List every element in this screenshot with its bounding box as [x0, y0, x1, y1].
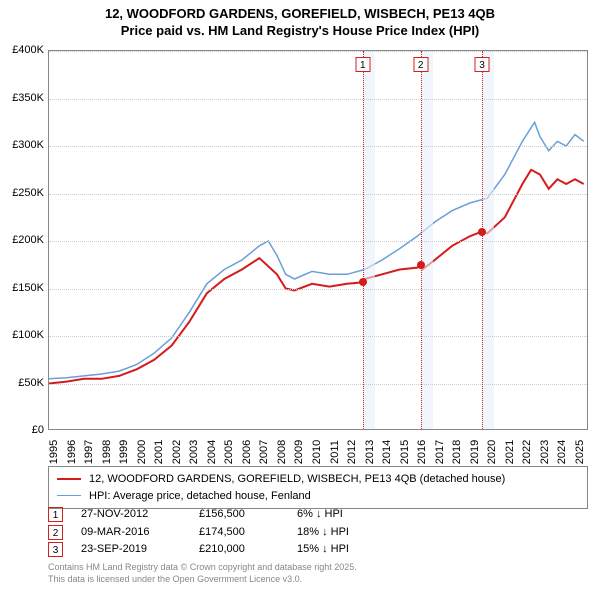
legend-swatch [57, 478, 81, 480]
x-tick-label: 2014 [381, 440, 393, 464]
datapoint-badge: 2 [48, 525, 63, 540]
y-tick-label: £200K [0, 234, 44, 246]
datapoint-price: £156,500 [199, 506, 279, 524]
datapoint-row: 3 23-SEP-2019 £210,000 15% ↓ HPI [48, 541, 588, 559]
datapoint-price: £174,500 [199, 524, 279, 542]
event-badge: 1 [355, 57, 370, 72]
x-tick-label: 2010 [311, 440, 323, 464]
y-tick-label: £300K [0, 139, 44, 151]
x-tick-label: 2003 [188, 440, 200, 464]
shaded-period [482, 51, 494, 429]
y-tick-label: £400K [0, 44, 44, 56]
datapoint-date: 27-NOV-2012 [81, 506, 181, 524]
x-tick-label: 2011 [329, 440, 341, 464]
y-tick-label: £150K [0, 282, 44, 294]
x-tick-label: 2023 [539, 440, 551, 464]
event-badge: 2 [413, 57, 428, 72]
legend-row: HPI: Average price, detached house, Fenl… [57, 488, 579, 505]
event-line [421, 51, 422, 429]
x-tick-label: 1998 [101, 440, 113, 464]
x-tick-label: 2017 [434, 440, 446, 464]
x-tick-label: 2019 [469, 440, 481, 464]
datapoint-row: 1 27-NOV-2012 £156,500 6% ↓ HPI [48, 506, 588, 524]
datapoint-badge: 3 [48, 542, 63, 557]
price-marker [478, 228, 486, 236]
gridline [49, 241, 587, 242]
x-tick-label: 1997 [83, 440, 95, 464]
shaded-period [421, 51, 433, 429]
chart-container: 12, WOODFORD GARDENS, GOREFIELD, WISBECH… [0, 0, 600, 590]
legend-label: HPI: Average price, detached house, Fenl… [89, 488, 311, 505]
footer-line: Contains HM Land Registry data © Crown c… [48, 562, 588, 574]
gridline [49, 51, 587, 52]
plot-area: 1 2 3 [48, 50, 588, 430]
datapoint-date: 23-SEP-2019 [81, 541, 181, 559]
x-tick-label: 2002 [171, 440, 183, 464]
x-tick-label: 1999 [118, 440, 130, 464]
footer-line: This data is licensed under the Open Gov… [48, 574, 588, 586]
title-address: 12, WOODFORD GARDENS, GOREFIELD, WISBECH… [10, 6, 590, 23]
gridline [49, 289, 587, 290]
x-tick-label: 2016 [416, 440, 428, 464]
price-marker [417, 261, 425, 269]
gridline [49, 336, 587, 337]
gridline [49, 146, 587, 147]
x-tick-label: 2004 [206, 440, 218, 464]
price-marker [359, 278, 367, 286]
footer: Contains HM Land Registry data © Crown c… [48, 562, 588, 585]
y-tick-label: £50K [0, 377, 44, 389]
datapoint-price: £210,000 [199, 541, 279, 559]
legend-swatch [57, 495, 81, 496]
x-tick-label: 2008 [276, 440, 288, 464]
legend-row: 12, WOODFORD GARDENS, GOREFIELD, WISBECH… [57, 471, 579, 488]
y-tick-label: £250K [0, 187, 44, 199]
x-tick-label: 2013 [364, 440, 376, 464]
event-badge: 3 [475, 57, 490, 72]
datapoint-badge: 1 [48, 507, 63, 522]
datapoint-row: 2 09-MAR-2016 £174,500 18% ↓ HPI [48, 524, 588, 542]
title-subtitle: Price paid vs. HM Land Registry's House … [10, 23, 590, 40]
x-tick-label: 2020 [486, 440, 498, 464]
event-line [363, 51, 364, 429]
gridline [49, 194, 587, 195]
y-tick-label: £350K [0, 92, 44, 104]
x-tick-label: 2024 [556, 440, 568, 464]
x-tick-label: 2000 [136, 440, 148, 464]
y-tick-label: £0 [0, 424, 44, 436]
datapoint-hpi: 6% ↓ HPI [297, 506, 377, 524]
x-tick-label: 2006 [241, 440, 253, 464]
x-tick-label: 2005 [223, 440, 235, 464]
legend: 12, WOODFORD GARDENS, GOREFIELD, WISBECH… [48, 466, 588, 509]
chart-area: 123 £0£50K£100K£150K£200K£250K£300K£350K… [48, 50, 588, 430]
event-line [482, 51, 483, 429]
datapoint-hpi: 18% ↓ HPI [297, 524, 377, 542]
shaded-period [363, 51, 375, 429]
x-tick-label: 2025 [574, 440, 586, 464]
series-line-price_paid [49, 170, 584, 384]
x-tick-label: 2009 [293, 440, 305, 464]
x-tick-label: 1996 [66, 440, 78, 464]
series-line-hpi [49, 122, 584, 379]
x-tick-label: 2021 [504, 440, 516, 464]
title-block: 12, WOODFORD GARDENS, GOREFIELD, WISBECH… [0, 0, 600, 42]
gridline [49, 384, 587, 385]
datapoint-hpi: 15% ↓ HPI [297, 541, 377, 559]
x-tick-label: 2015 [399, 440, 411, 464]
x-tick-label: 2022 [521, 440, 533, 464]
datapoint-date: 09-MAR-2016 [81, 524, 181, 542]
x-tick-label: 2018 [451, 440, 463, 464]
y-tick-label: £100K [0, 329, 44, 341]
x-tick-label: 2007 [258, 440, 270, 464]
x-tick-label: 1995 [48, 440, 60, 464]
datapoints-table: 1 27-NOV-2012 £156,500 6% ↓ HPI 2 09-MAR… [48, 506, 588, 559]
x-tick-label: 2001 [153, 440, 165, 464]
gridline [49, 99, 587, 100]
x-tick-label: 2012 [346, 440, 358, 464]
legend-label: 12, WOODFORD GARDENS, GOREFIELD, WISBECH… [89, 471, 505, 488]
